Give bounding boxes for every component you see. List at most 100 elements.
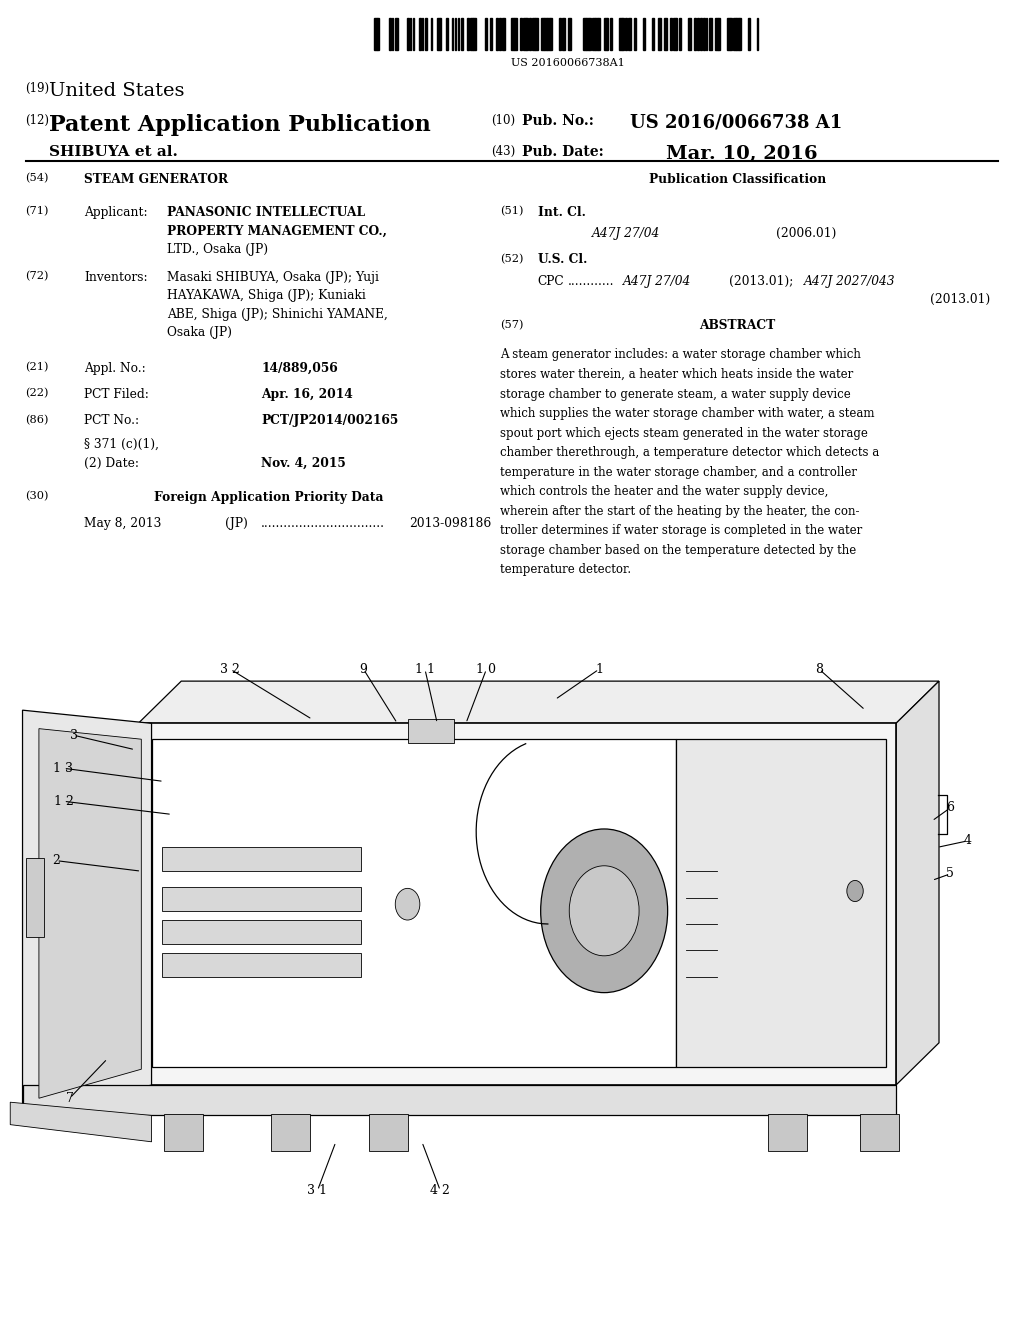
Bar bbox=[526, 18, 527, 50]
Text: (51): (51) bbox=[500, 206, 523, 216]
Bar bbox=[503, 18, 505, 50]
Text: storage chamber based on the temperature detected by the: storage chamber based on the temperature… bbox=[500, 544, 856, 557]
Bar bbox=[604, 18, 607, 50]
Text: Inventors:: Inventors: bbox=[84, 271, 147, 284]
Bar bbox=[768, 1114, 807, 1151]
Bar bbox=[589, 18, 591, 50]
Text: ABSTRACT: ABSTRACT bbox=[699, 319, 775, 333]
Polygon shape bbox=[896, 681, 939, 1085]
Bar bbox=[455, 18, 457, 50]
Text: stores water therein, a heater which heats inside the water: stores water therein, a heater which hea… bbox=[500, 368, 853, 381]
Text: (2013.01);: (2013.01); bbox=[729, 275, 794, 288]
Bar bbox=[568, 18, 571, 50]
Text: Applicant:: Applicant: bbox=[84, 206, 147, 219]
Text: (2006.01): (2006.01) bbox=[776, 227, 837, 240]
Bar bbox=[529, 18, 531, 50]
Text: Masaki SHIBUYA, Osaka (JP); Yuji: Masaki SHIBUYA, Osaka (JP); Yuji bbox=[167, 271, 379, 284]
Bar bbox=[607, 18, 608, 50]
Bar bbox=[511, 18, 514, 50]
Bar bbox=[598, 18, 600, 50]
Text: 3: 3 bbox=[70, 729, 78, 742]
Text: 7: 7 bbox=[66, 1092, 74, 1105]
Bar bbox=[500, 18, 501, 50]
Bar bbox=[542, 18, 544, 50]
Polygon shape bbox=[39, 729, 141, 1098]
Text: Nov. 4, 2015: Nov. 4, 2015 bbox=[261, 457, 346, 470]
Bar bbox=[152, 739, 676, 1067]
Bar bbox=[697, 18, 698, 50]
Bar bbox=[860, 1114, 899, 1151]
Bar bbox=[436, 18, 439, 50]
Bar bbox=[559, 18, 561, 50]
Text: (22): (22) bbox=[26, 388, 49, 399]
Bar bbox=[694, 18, 695, 50]
Bar bbox=[458, 18, 460, 50]
Bar bbox=[545, 18, 547, 50]
Bar bbox=[736, 18, 739, 50]
Text: A47J 2027/043: A47J 2027/043 bbox=[804, 275, 895, 288]
Bar bbox=[431, 18, 432, 50]
Polygon shape bbox=[23, 710, 152, 1115]
Bar bbox=[757, 18, 758, 50]
Text: ABE, Shiga (JP); Shinichi YAMANE,: ABE, Shiga (JP); Shinichi YAMANE, bbox=[167, 308, 388, 321]
Text: Mar. 10, 2016: Mar. 10, 2016 bbox=[666, 145, 817, 164]
Text: (43): (43) bbox=[492, 145, 516, 158]
Text: 9: 9 bbox=[359, 663, 368, 676]
Text: LTD., Osaka (JP): LTD., Osaka (JP) bbox=[167, 243, 268, 256]
Text: chamber therethrough, a temperature detector which detects a: chamber therethrough, a temperature dete… bbox=[500, 446, 879, 459]
Bar bbox=[587, 18, 589, 50]
Text: U.S. Cl.: U.S. Cl. bbox=[538, 253, 587, 267]
Text: PROPERTY MANAGEMENT CO.,: PROPERTY MANAGEMENT CO., bbox=[167, 224, 387, 238]
Text: spout port which ejects steam generated in the water storage: spout port which ejects steam generated … bbox=[500, 426, 867, 440]
Polygon shape bbox=[10, 1102, 152, 1142]
Text: which supplies the water storage chamber with water, a steam: which supplies the water storage chamber… bbox=[500, 407, 874, 420]
Bar bbox=[628, 18, 631, 50]
Text: 6: 6 bbox=[946, 801, 954, 814]
Bar bbox=[162, 953, 361, 977]
Text: Foreign Application Priority Data: Foreign Application Priority Data bbox=[154, 491, 383, 504]
Bar bbox=[623, 18, 625, 50]
Bar bbox=[727, 18, 730, 50]
Bar bbox=[748, 18, 751, 50]
Bar bbox=[532, 18, 535, 50]
Bar bbox=[410, 18, 412, 50]
Text: PANASONIC INTELLECTUAL: PANASONIC INTELLECTUAL bbox=[167, 206, 365, 219]
Bar bbox=[703, 18, 705, 50]
Text: SHIBUYA et al.: SHIBUYA et al. bbox=[49, 145, 178, 160]
Bar bbox=[419, 18, 421, 50]
Bar bbox=[162, 847, 361, 871]
Text: 5: 5 bbox=[946, 867, 954, 880]
Text: 1 0: 1 0 bbox=[476, 663, 497, 676]
Text: A47J 27/04: A47J 27/04 bbox=[592, 227, 660, 240]
Text: (86): (86) bbox=[26, 414, 49, 425]
Bar bbox=[658, 18, 662, 50]
Bar bbox=[138, 723, 896, 1085]
Bar bbox=[548, 18, 550, 50]
Text: Publication Classification: Publication Classification bbox=[648, 173, 826, 186]
Text: (52): (52) bbox=[500, 253, 523, 264]
Bar bbox=[389, 18, 391, 50]
Bar bbox=[408, 719, 454, 743]
Bar bbox=[718, 18, 720, 50]
Bar bbox=[514, 18, 517, 50]
Text: 1 2: 1 2 bbox=[53, 795, 74, 808]
Bar bbox=[162, 887, 361, 911]
Bar bbox=[271, 1114, 310, 1151]
Text: Pub. No.:: Pub. No.: bbox=[522, 114, 594, 128]
Bar bbox=[394, 18, 397, 50]
Bar bbox=[369, 1114, 408, 1151]
Text: (30): (30) bbox=[26, 491, 49, 502]
Text: 4 2: 4 2 bbox=[430, 1184, 451, 1197]
Bar bbox=[467, 18, 469, 50]
Text: 8: 8 bbox=[815, 663, 823, 676]
Bar bbox=[610, 18, 612, 50]
Text: PCT Filed:: PCT Filed: bbox=[84, 388, 148, 401]
Bar bbox=[377, 18, 379, 50]
Polygon shape bbox=[138, 681, 939, 723]
Text: US 20160066738A1: US 20160066738A1 bbox=[511, 58, 626, 69]
Text: temperature in the water storage chamber, and a controller: temperature in the water storage chamber… bbox=[500, 466, 857, 479]
Text: United States: United States bbox=[49, 82, 184, 100]
Bar bbox=[715, 18, 718, 50]
Bar bbox=[26, 858, 44, 937]
Text: (19): (19) bbox=[26, 82, 50, 95]
